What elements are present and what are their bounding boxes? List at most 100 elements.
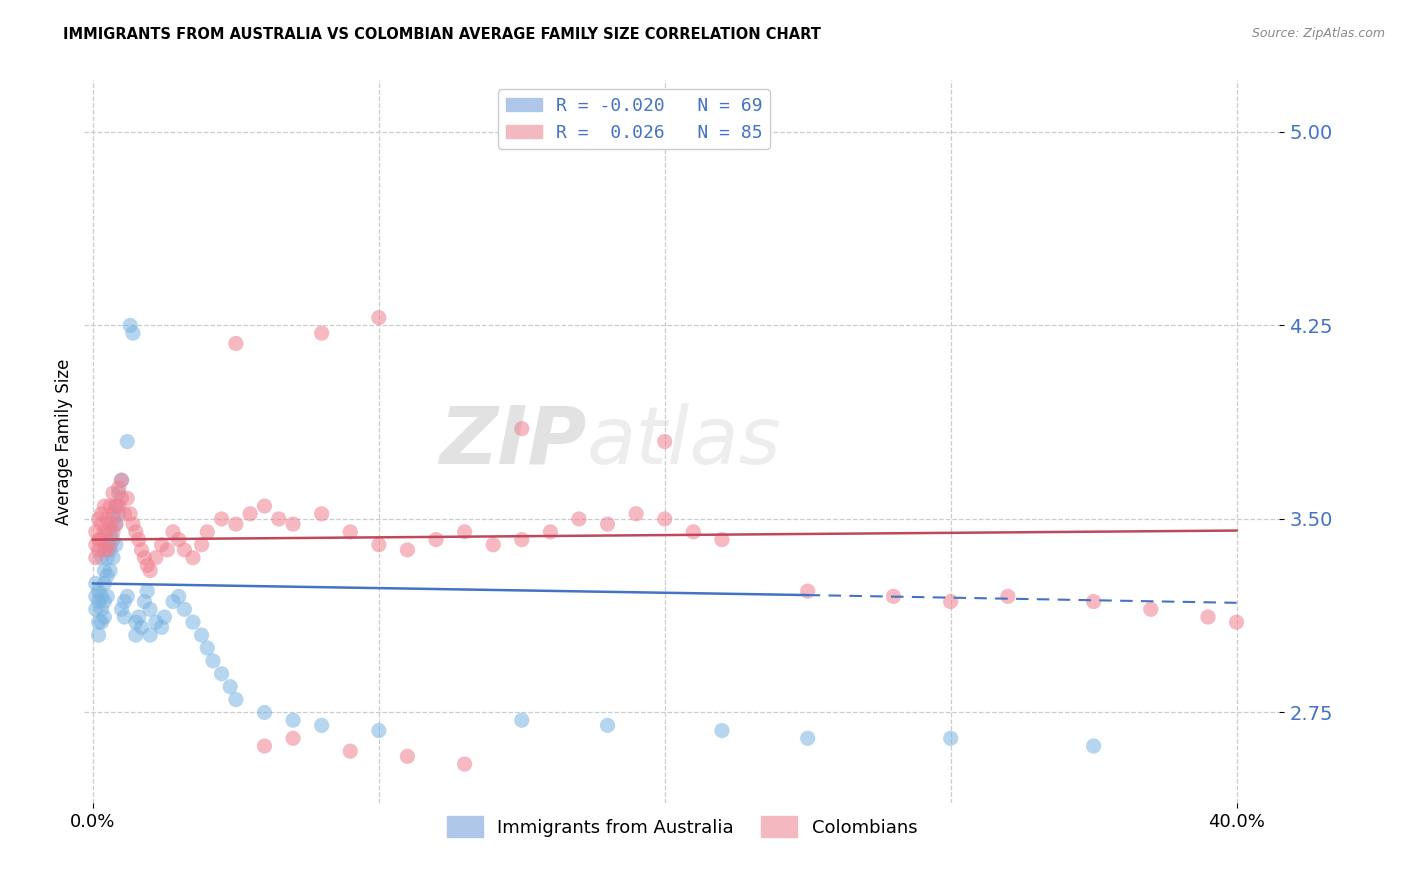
Point (101, 524, 124, 539)
Point (96, 524, 118, 539)
Point (101, 507, 124, 521)
Point (93, 610, 115, 624)
Point (84, 576, 107, 591)
Point (710, 723, 733, 738)
Point (110, 491, 132, 506)
Point (150, 620, 173, 634)
Point (90, 550, 112, 565)
Point (112, 610, 135, 624)
Point (253, 706, 276, 720)
Point (107, 486, 129, 500)
Point (211, 512, 233, 526)
Point (122, 517, 145, 532)
Point (311, 326, 333, 341)
Point (101, 550, 124, 565)
Point (125, 524, 148, 539)
Point (202, 654, 225, 668)
Point (128, 610, 150, 624)
Point (510, 422, 533, 436)
Point (98, 564, 121, 578)
Point (107, 481, 129, 495)
Point (87, 594, 110, 608)
Point (110, 473, 132, 487)
Point (98, 542, 121, 557)
Point (139, 564, 162, 578)
Point (128, 533, 150, 547)
Point (87, 628, 110, 642)
Point (93, 594, 115, 608)
Point (181, 615, 204, 630)
Point (96, 568, 118, 582)
Point (98, 538, 121, 552)
Point (84, 538, 107, 552)
Point (139, 628, 162, 642)
Point (90, 533, 112, 547)
Point (939, 594, 962, 608)
Point (281, 731, 304, 746)
Point (87, 542, 110, 557)
Point (253, 499, 276, 513)
Point (167, 533, 190, 547)
Point (84, 590, 107, 604)
Text: atlas: atlas (586, 402, 782, 481)
Point (311, 718, 333, 732)
Point (239, 507, 262, 521)
Point (125, 628, 148, 642)
Point (367, 310, 389, 325)
Point (173, 542, 195, 557)
Point (1083, 739, 1105, 753)
Point (281, 517, 304, 532)
Point (139, 602, 162, 616)
Point (339, 524, 361, 539)
Point (538, 524, 561, 539)
Point (882, 590, 904, 604)
Point (367, 538, 389, 552)
Point (1197, 610, 1219, 624)
Point (110, 602, 132, 616)
Point (101, 512, 124, 526)
Point (173, 602, 195, 616)
Point (87, 584, 110, 599)
Point (939, 731, 962, 746)
Point (98, 524, 121, 539)
Point (117, 491, 139, 506)
Point (98, 517, 121, 532)
Point (96, 512, 118, 526)
Point (654, 434, 676, 449)
Point (219, 680, 242, 694)
Point (122, 326, 145, 341)
Point (117, 434, 139, 449)
Point (136, 558, 159, 573)
Point (162, 524, 184, 539)
Point (396, 542, 419, 557)
Point (125, 615, 148, 630)
Point (131, 542, 153, 557)
Point (181, 550, 204, 565)
Point (195, 640, 218, 655)
Point (339, 744, 361, 758)
Point (101, 486, 124, 500)
Point (104, 499, 127, 513)
Point (104, 538, 127, 552)
Point (87, 512, 110, 526)
Point (98, 499, 121, 513)
Point (482, 538, 505, 552)
Point (1225, 615, 1247, 630)
Point (87, 615, 110, 630)
Point (1139, 602, 1161, 616)
Point (195, 524, 218, 539)
Point (253, 739, 276, 753)
Point (596, 517, 619, 532)
Point (96, 590, 118, 604)
Text: ZIP: ZIP (439, 402, 586, 481)
Point (396, 749, 419, 764)
Point (112, 594, 135, 608)
Point (162, 594, 184, 608)
Text: Source: ZipAtlas.com: Source: ZipAtlas.com (1251, 27, 1385, 40)
Point (104, 499, 127, 513)
Point (425, 533, 447, 547)
Point (120, 318, 142, 333)
Point (107, 499, 129, 513)
Point (367, 723, 389, 738)
Point (90, 602, 112, 616)
